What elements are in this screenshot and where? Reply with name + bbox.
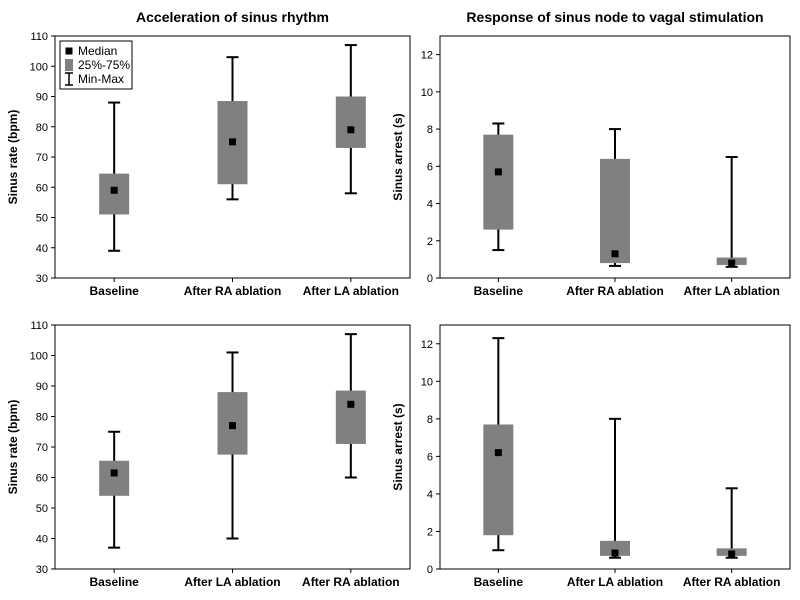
y-tick-label: 60 bbox=[36, 473, 48, 485]
median-marker bbox=[229, 138, 236, 146]
x-category-label: After RA ablation bbox=[683, 575, 781, 589]
y-tick-label: 0 bbox=[427, 273, 433, 285]
y-tick-label: 2 bbox=[427, 526, 433, 538]
legend-iqr-swatch bbox=[65, 59, 73, 71]
y-tick-label: 10 bbox=[421, 376, 433, 388]
y-tick-label: 110 bbox=[30, 31, 48, 43]
y-tick-label: 70 bbox=[36, 152, 48, 164]
y-tick-label: 90 bbox=[36, 92, 48, 104]
y-tick-label: 50 bbox=[36, 503, 48, 515]
x-category-label: After RA ablation bbox=[566, 284, 664, 298]
y-tick-label: 4 bbox=[427, 489, 433, 501]
median-marker bbox=[494, 168, 502, 176]
y-tick-label: 90 bbox=[36, 381, 48, 393]
median-marker bbox=[110, 469, 118, 477]
y-tick-label: 2 bbox=[427, 236, 433, 248]
y-tick-label: 100 bbox=[30, 61, 48, 73]
iqr-box bbox=[600, 540, 630, 556]
y-tick-label: 80 bbox=[36, 122, 48, 134]
y-tick-label: 30 bbox=[36, 564, 48, 576]
y-tick-label: 8 bbox=[427, 414, 433, 426]
x-category-label: Baseline bbox=[89, 284, 139, 298]
y-tick-label: 50 bbox=[36, 213, 48, 225]
y-tick-label: 30 bbox=[36, 273, 48, 285]
x-category-label: After RA ablation bbox=[302, 575, 400, 589]
legend-range-label: Min-Max bbox=[78, 72, 124, 86]
x-category-label: Baseline bbox=[474, 575, 524, 589]
iqr-box bbox=[483, 134, 514, 230]
y-tick-label: 110 bbox=[30, 320, 48, 332]
y-axis-label: Sinus arrest (s) bbox=[391, 113, 405, 200]
y-tick-label: 6 bbox=[427, 451, 433, 463]
median-marker bbox=[347, 126, 355, 134]
median-marker bbox=[611, 549, 619, 557]
left-column-title: Acceleration of sinus rhythm bbox=[136, 9, 329, 25]
chart-panel-3: 30 40 50 60 70 80 90 100 110 Sinus rate (bpm) Base… bbox=[6, 320, 411, 589]
right-column-title: Response of sinus node to vagal stimulat… bbox=[466, 9, 764, 25]
median-marker bbox=[347, 400, 355, 408]
x-category-label: After LA ablation bbox=[567, 575, 663, 589]
median-marker bbox=[728, 550, 736, 558]
y-tick-label: 4 bbox=[427, 199, 433, 211]
legend-median-label: Median bbox=[78, 44, 117, 58]
median-marker bbox=[728, 259, 736, 267]
chart-panel-4: 0 2 4 6 8 10 12 Sinus arrest (s) Baseline After L… bbox=[391, 324, 791, 589]
y-tick-label: 40 bbox=[36, 243, 48, 255]
median-marker bbox=[229, 422, 236, 430]
y-tick-label: 80 bbox=[36, 412, 48, 424]
y-tick-label: 70 bbox=[36, 442, 48, 454]
legend-iqr-label: 25%-75% bbox=[78, 58, 130, 72]
x-category-label: After LA ablation bbox=[684, 284, 780, 298]
y-tick-label: 6 bbox=[427, 161, 433, 173]
median-marker bbox=[110, 186, 118, 194]
y-axis-label: Sinus arrest (s) bbox=[391, 403, 405, 490]
x-category-label: After RA ablation bbox=[184, 284, 282, 298]
legend-median-swatch bbox=[65, 47, 73, 55]
y-tick-label: 12 bbox=[421, 50, 433, 62]
x-category-label: Baseline bbox=[474, 284, 524, 298]
y-tick-label: 0 bbox=[427, 564, 433, 576]
iqr-box bbox=[335, 390, 366, 444]
iqr-box bbox=[99, 173, 130, 215]
chart-panel-2: 0 2 4 6 8 10 12 Sinus arrest (s) Baseline After R… bbox=[391, 35, 791, 298]
iqr-box bbox=[335, 96, 366, 148]
y-tick-label: 12 bbox=[421, 339, 433, 351]
y-tick-label: 10 bbox=[421, 87, 433, 99]
y-tick-label: 40 bbox=[36, 534, 48, 546]
y-axis-label: Sinus rate (bpm) bbox=[6, 110, 20, 205]
iqr-box bbox=[483, 424, 514, 536]
x-category-label: Baseline bbox=[89, 575, 139, 589]
iqr-box bbox=[99, 460, 130, 496]
chart-panel-1: 30 40 50 60 70 80 90 100 110 Sinus rate (bpm) Base… bbox=[6, 31, 411, 298]
y-tick-label: 60 bbox=[36, 182, 48, 194]
y-tick-label: 100 bbox=[30, 351, 48, 363]
x-category-label: After LA ablation bbox=[184, 575, 280, 589]
x-category-label: After LA ablation bbox=[303, 284, 399, 298]
median-marker bbox=[611, 250, 619, 258]
iqr-box bbox=[600, 158, 630, 264]
y-axis-label: Sinus rate (bpm) bbox=[6, 400, 20, 495]
median-marker bbox=[494, 449, 502, 457]
y-tick-label: 8 bbox=[427, 124, 433, 136]
